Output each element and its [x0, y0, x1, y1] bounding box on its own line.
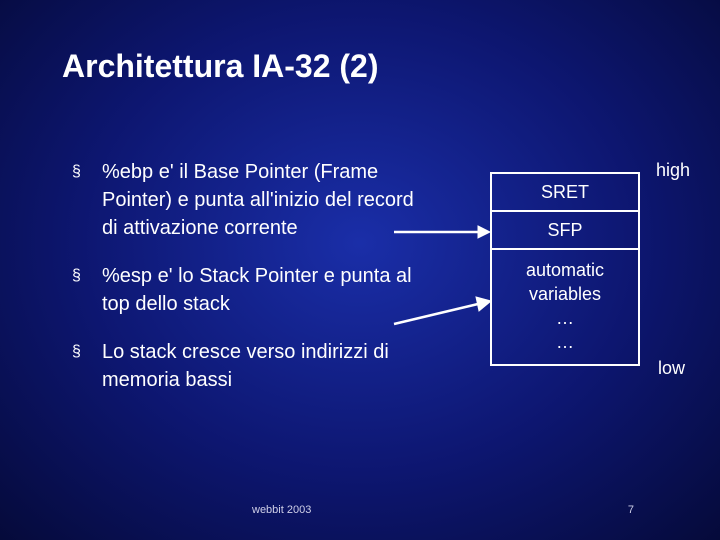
label-low: low — [658, 358, 685, 379]
slide-number: 7 — [628, 504, 634, 516]
bullet-marker: § — [72, 262, 102, 318]
bullet-list: § %ebp e' il Base Pointer (Frame Pointer… — [72, 158, 432, 414]
footer-text: webbit 2003 — [252, 504, 311, 516]
bullet-marker: § — [72, 158, 102, 242]
stack-diagram: SRET SFP automatic variables … … — [490, 172, 640, 366]
bullet-item: § Lo stack cresce verso indirizzi di mem… — [72, 338, 432, 394]
arrow-esp-to-auto — [392, 296, 492, 330]
stack-cell-sfp: SFP — [492, 212, 638, 250]
bullet-text: Lo stack cresce verso indirizzi di memor… — [102, 338, 432, 394]
bullet-item: § %esp e' lo Stack Pointer e punta al to… — [72, 262, 432, 318]
stack-cell-autovars: automatic variables … … — [492, 250, 638, 364]
label-high: high — [656, 160, 690, 181]
bullet-text: %esp e' lo Stack Pointer e punta al top … — [102, 262, 432, 318]
stack-cell-sret: SRET — [492, 174, 638, 212]
bullet-item: § %ebp e' il Base Pointer (Frame Pointer… — [72, 158, 432, 242]
arrow-ebp-to-sfp — [392, 222, 492, 242]
bullet-marker: § — [72, 338, 102, 394]
bullet-text: %ebp e' il Base Pointer (Frame Pointer) … — [102, 158, 432, 242]
slide-title: Architettura IA-32 (2) — [62, 48, 379, 85]
